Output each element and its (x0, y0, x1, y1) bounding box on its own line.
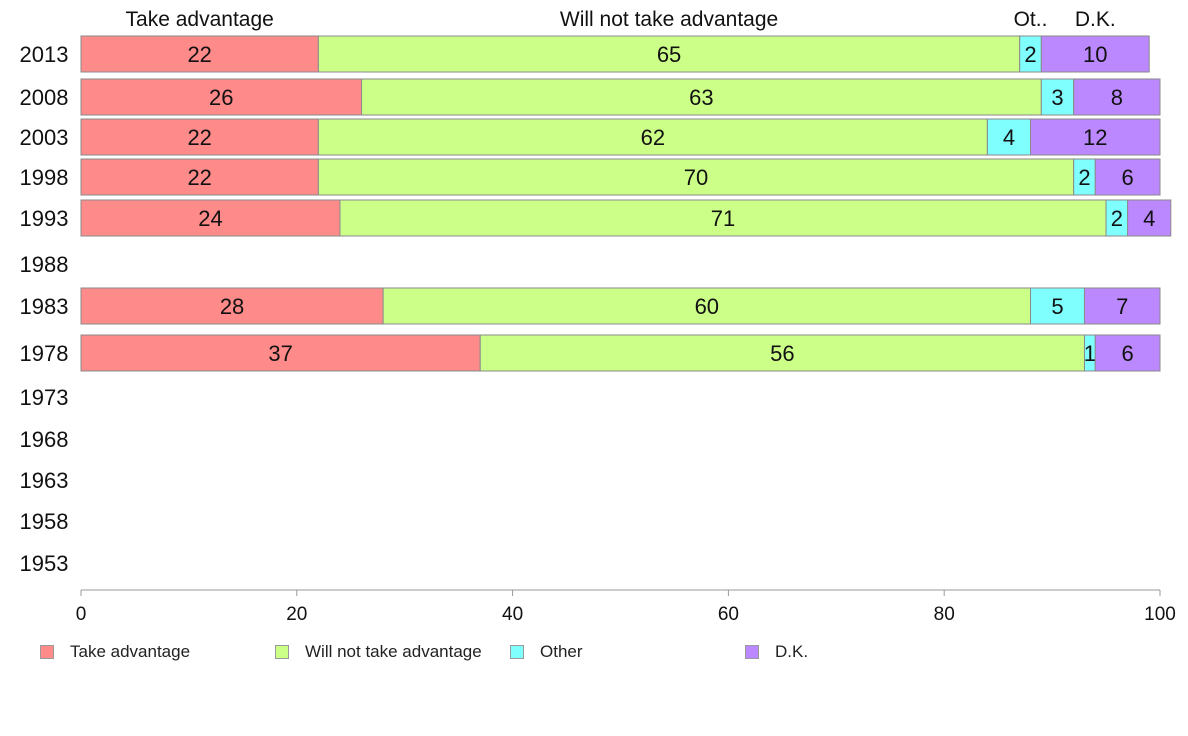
bar-segment (1083, 287, 1161, 325)
bar-segment (1040, 35, 1150, 73)
bar-value-label: 5 (1051, 294, 1063, 319)
year-label: 1988 (20, 252, 69, 277)
bar-segment (80, 334, 481, 372)
bar-segment (80, 287, 384, 325)
bar-segment (1127, 199, 1172, 237)
bar-value-label: 1 (1084, 341, 1096, 366)
x-tick-label: 0 (76, 604, 87, 625)
bar-value-label: 60 (695, 294, 719, 319)
year-label: 2003 (20, 125, 69, 150)
bar-segment (479, 334, 1085, 372)
legend-swatch (510, 645, 524, 659)
bar-segment (80, 35, 319, 73)
bar-value-label: 70 (684, 165, 708, 190)
legend-swatch (745, 645, 759, 659)
year-label: 1993 (20, 206, 69, 231)
bar-value-label: 2 (1078, 165, 1090, 190)
legend-item-take-advantage: Take advantage (40, 642, 190, 662)
bar-value-label: 7 (1116, 294, 1128, 319)
year-label: 1973 (20, 385, 69, 410)
bar-value-label: 28 (220, 294, 244, 319)
bar-value-label: 6 (1122, 165, 1134, 190)
bar-value-label: 22 (187, 42, 211, 67)
legend-label: Other (540, 642, 583, 661)
year-label: 1998 (20, 165, 69, 190)
bar-value-label: 2 (1111, 206, 1123, 231)
bar-value-label: 4 (1143, 206, 1155, 231)
year-label: 2008 (20, 85, 69, 110)
column-header-label: D.K. (1075, 8, 1116, 31)
bar-value-label: 71 (711, 206, 735, 231)
year-label: 1963 (20, 468, 69, 493)
bar-value-label: 63 (689, 85, 713, 110)
bar-value-label: 10 (1083, 42, 1107, 67)
chart-legend: Take advantage Will not take advantage O… (0, 642, 1188, 666)
legend-item-other: Other (510, 642, 583, 662)
x-tick-label: 80 (934, 604, 955, 625)
bar-value-label: 65 (657, 42, 681, 67)
bar-value-label: 56 (770, 341, 794, 366)
column-header-label: Ot.. (1014, 8, 1048, 31)
bar-value-label: 4 (1003, 125, 1015, 150)
legend-swatch (275, 645, 289, 659)
column-header-label: Will not take advantage (560, 8, 778, 31)
year-label: 1983 (20, 294, 69, 319)
bar-segment (317, 35, 1021, 73)
bar-segment (361, 78, 1042, 116)
legend-swatch (40, 645, 54, 659)
bar-segment (317, 118, 988, 156)
x-tick-label: 100 (1144, 604, 1176, 625)
year-label: 1958 (20, 509, 69, 534)
bar-value-label: 8 (1111, 85, 1123, 110)
bar-value-label: 6 (1122, 341, 1134, 366)
bar-value-label: 3 (1051, 85, 1063, 110)
bar-value-label: 37 (268, 341, 292, 366)
legend-label: Will not take advantage (305, 642, 482, 661)
bar-value-label: 22 (187, 125, 211, 150)
x-tick-label: 20 (286, 604, 307, 625)
x-tick-label: 40 (502, 604, 523, 625)
legend-label: Take advantage (70, 642, 191, 661)
year-label: 1978 (20, 341, 69, 366)
bar-segment (382, 287, 1032, 325)
year-label: 1953 (20, 551, 69, 576)
bar-segment (80, 158, 319, 196)
bar-value-label: 26 (209, 85, 233, 110)
bar-segment (1040, 78, 1075, 116)
x-tick-label: 60 (718, 604, 739, 625)
year-label: 2013 (20, 42, 69, 67)
bar-value-label: 62 (641, 125, 665, 150)
bar-segment (1030, 118, 1161, 156)
bar-segment (1073, 78, 1161, 116)
column-header-label: Take advantage (126, 8, 274, 31)
bar-segment (1094, 158, 1161, 196)
legend-item-dk: D.K. (745, 642, 808, 662)
bar-segment (317, 158, 1075, 196)
bar-value-label: 12 (1083, 125, 1107, 150)
bar-segment (80, 118, 319, 156)
bar-segment (80, 78, 363, 116)
bar-value-label: 22 (187, 165, 211, 190)
bar-value-label: 2 (1024, 42, 1036, 67)
bar-segment (1094, 334, 1161, 372)
bar-value-label: 24 (198, 206, 222, 231)
year-label: 1968 (20, 427, 69, 452)
legend-item-will-not-take-advantage: Will not take advantage (275, 642, 482, 662)
legend-label: D.K. (775, 642, 809, 661)
bar-segment (986, 118, 1032, 156)
